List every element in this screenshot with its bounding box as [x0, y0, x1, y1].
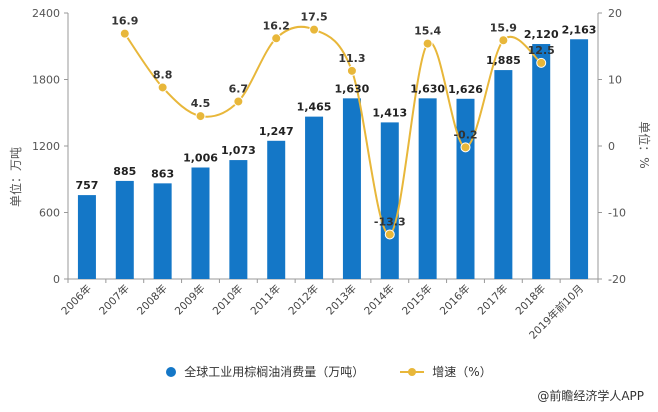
- growth-value-label: -0.2: [453, 128, 477, 141]
- y-left-tick-label: 1200: [32, 140, 60, 153]
- bar-value-label: 1,630: [335, 82, 370, 95]
- bar: [418, 98, 437, 279]
- bar: [267, 140, 286, 279]
- axis-lines: [64, 12, 602, 283]
- bar: [494, 70, 513, 280]
- y-right-axis-title: 单位：%: [637, 121, 652, 168]
- growth-value-label: -13.3: [374, 215, 406, 228]
- y-left-tick-label: 1800: [32, 74, 60, 87]
- bar: [380, 122, 399, 279]
- x-tick-label: 2007年: [96, 282, 132, 318]
- bar: [305, 116, 324, 279]
- x-tick-label: 2009年: [172, 282, 208, 318]
- x-tick-label: 2011年: [248, 282, 284, 318]
- line-series: [119, 24, 547, 240]
- growth-value-label: 11.3: [338, 52, 365, 65]
- growth-value-label: 17.5: [301, 11, 328, 24]
- legend-item-growth[interactable]: 增速（%）: [400, 363, 492, 380]
- bar: [191, 167, 210, 279]
- bar-value-label: 1,006: [183, 152, 218, 165]
- growth-point: [422, 38, 433, 49]
- source-credit: @前瞻经济学人APP: [537, 389, 644, 403]
- growth-value-label: 15.4: [414, 25, 441, 38]
- bar: [77, 195, 96, 279]
- growth-point: [233, 96, 244, 107]
- bar: [532, 44, 551, 280]
- growth-point: [195, 111, 206, 122]
- y-left-tick-label: 600: [39, 207, 60, 220]
- y-right-tick-label: -20: [608, 273, 626, 286]
- bar: [570, 39, 589, 279]
- y-left-tick-label: 2400: [32, 7, 60, 20]
- bar: [115, 180, 134, 279]
- bar: [456, 98, 475, 279]
- bar-value-label: 1,073: [221, 144, 256, 157]
- growth-point: [271, 33, 282, 44]
- y-right-tick-label: 20: [608, 7, 622, 20]
- bar: [342, 98, 361, 279]
- legend-bar-marker: [166, 366, 177, 377]
- bar-series: [77, 39, 589, 280]
- growth-value-label: 12.5: [528, 44, 555, 57]
- growth-point: [384, 229, 395, 240]
- growth-point: [309, 24, 320, 35]
- growth-value-label: 16.9: [111, 15, 138, 28]
- bar-value-label: 2,120: [524, 28, 559, 41]
- growth-value-label: 6.7: [229, 82, 249, 95]
- x-tick-label: 2006年: [59, 282, 95, 318]
- x-tick-label: 2014年: [361, 282, 397, 318]
- bar-value-label: 757: [75, 179, 98, 192]
- growth-value-label: 8.8: [153, 68, 173, 81]
- bar: [153, 183, 172, 279]
- bar-value-label: 2,163: [562, 23, 597, 36]
- bar-value-label: 1,247: [259, 125, 294, 138]
- bar-value-label: 1,626: [448, 83, 483, 96]
- x-tick-label: 2010年: [210, 282, 246, 318]
- growth-line: [123, 25, 542, 236]
- legend-item-consumption[interactable]: 全球工业用棕榈油消费量（万吨）: [166, 363, 364, 380]
- growth-point: [498, 35, 509, 46]
- x-tick-label: 2016年: [437, 282, 473, 318]
- bar-value-label: 1,885: [486, 54, 521, 67]
- bar-value-label: 1,465: [297, 101, 332, 114]
- growth-point: [157, 82, 168, 93]
- growth-point: [460, 142, 471, 153]
- y-right-tick-label: 10: [608, 74, 622, 87]
- bar-value-label: 863: [151, 167, 174, 180]
- bar-value-label: 885: [113, 165, 136, 178]
- y-left-tick-label: 0: [53, 273, 60, 286]
- growth-value-label: 4.5: [191, 97, 211, 110]
- x-tick-label: 2012年: [286, 282, 322, 318]
- bar-value-label: 1,413: [372, 106, 407, 119]
- legend-line-marker: [400, 367, 425, 377]
- growth-point: [536, 57, 547, 68]
- y-left-axis-title: 单位：万吨: [8, 147, 23, 207]
- growth-point: [119, 28, 130, 39]
- bar-value-label: 1,630: [410, 82, 445, 95]
- legend: 全球工业用棕榈油消费量（万吨） 增速（%）: [0, 363, 658, 380]
- x-tick-label: 2018年: [513, 282, 549, 318]
- bar: [229, 160, 248, 279]
- x-tick-label: 2015年: [399, 282, 435, 318]
- x-tick-label: 2013年: [324, 282, 360, 318]
- growth-value-label: 15.9: [490, 21, 517, 34]
- x-tick-label: 2008年: [134, 282, 170, 318]
- legend-bar-label: 全球工业用棕榈油消费量（万吨）: [184, 365, 365, 379]
- y-right-tick-label: -10: [608, 207, 626, 220]
- legend-line-label: 增速（%）: [432, 365, 492, 379]
- growth-value-label: 16.2: [263, 19, 290, 32]
- y-right-tick-label: 0: [608, 140, 615, 153]
- growth-point: [346, 65, 357, 76]
- x-tick-label: 2017年: [475, 282, 511, 318]
